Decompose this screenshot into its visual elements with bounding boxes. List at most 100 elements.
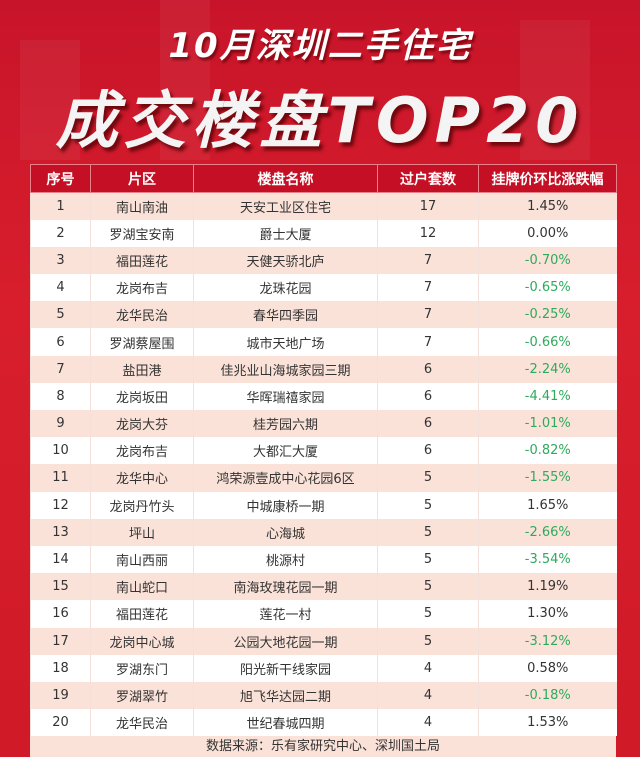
cell-district: 龙岗中心城	[90, 627, 194, 655]
cell-district: 龙岗布吉	[90, 437, 194, 465]
cell-estate: 大都汇大厦	[193, 437, 378, 465]
cell-district: 罗湖蔡屋围	[90, 328, 194, 356]
cell-rank: 6	[30, 328, 91, 356]
table-row: 15 南山蛇口 南海玫瑰花园一期 5 1.19%	[30, 573, 617, 601]
table-row: 7 盐田港 佳兆业山海城家园三期 6 -2.24%	[30, 355, 617, 383]
cell-price-change: 0.00%	[478, 219, 617, 247]
cell-estate: 龙珠花园	[193, 274, 378, 302]
cell-district: 南山西丽	[90, 545, 194, 574]
table-row: 12 龙岗丹竹头 中城康桥一期 5 1.65%	[30, 491, 617, 519]
table-row: 4 龙岗布吉 龙珠花园 7 -0.65%	[30, 274, 617, 302]
background-building	[160, 0, 210, 160]
cell-estate: 心海城	[193, 518, 378, 546]
cell-rank: 2	[30, 219, 91, 247]
cell-estate: 华晖瑞禧家园	[193, 382, 378, 410]
cell-rank: 8	[30, 382, 91, 410]
cell-district: 龙岗大芬	[90, 410, 194, 438]
cell-price-change: 1.45%	[478, 192, 617, 220]
background-building	[20, 40, 80, 160]
table-row: 2 罗湖宝安南 爵士大厦 12 0.00%	[30, 219, 617, 247]
cell-rank: 16	[30, 600, 91, 628]
ranking-table: 序号 片区 楼盘名称 过户套数 挂牌价环比涨跌幅 1 南山南油 天安工业区住宅 17 1…	[30, 164, 617, 737]
cell-rank: 10	[30, 437, 91, 465]
cell-transfers: 5	[377, 464, 479, 492]
cell-rank: 12	[30, 491, 91, 519]
cell-district: 罗湖东门	[90, 654, 194, 682]
cell-transfers: 7	[377, 301, 479, 329]
cell-price-change: 1.65%	[478, 491, 617, 519]
cell-price-change: -1.01%	[478, 410, 617, 438]
cell-transfers: 5	[377, 573, 479, 601]
cell-district: 南山南油	[90, 192, 194, 220]
table-row: 9 龙岗大芬 桂芳园六期 6 -1.01%	[30, 410, 617, 438]
cell-rank: 19	[30, 681, 91, 710]
col-district: 片区	[90, 164, 194, 193]
cell-price-change: -4.41%	[478, 382, 617, 410]
cell-rank: 13	[30, 518, 91, 546]
cell-transfers: 4	[377, 681, 479, 710]
cell-rank: 15	[30, 573, 91, 601]
cell-rank: 9	[30, 410, 91, 438]
col-rank: 序号	[30, 164, 91, 193]
cell-district: 龙岗坂田	[90, 382, 194, 410]
cell-transfers: 6	[377, 410, 479, 438]
cell-transfers: 5	[377, 545, 479, 574]
cell-price-change: 0.58%	[478, 654, 617, 682]
cell-price-change: -0.82%	[478, 437, 617, 465]
col-transfers: 过户套数	[377, 164, 479, 193]
table-row: 5 龙华民治 春华四季园 7 -0.25%	[30, 301, 617, 329]
cell-rank: 17	[30, 627, 91, 655]
cell-price-change: -0.18%	[478, 681, 617, 710]
cell-rank: 18	[30, 654, 91, 682]
cell-estate: 莲花一村	[193, 600, 378, 628]
table-row: 16 福田莲花 莲花一村 5 1.30%	[30, 600, 617, 628]
cell-district: 盐田港	[90, 355, 194, 383]
table-row: 1 南山南油 天安工业区住宅 17 1.45%	[30, 192, 617, 220]
table-row: 18 罗湖东门 阳光新干线家园 4 0.58%	[30, 654, 617, 682]
cell-price-change: -3.54%	[478, 545, 617, 574]
cell-transfers: 4	[377, 709, 479, 737]
cell-estate: 桃源村	[193, 545, 378, 574]
title-line1: 10月深圳二手住宅	[168, 26, 472, 66]
table-row: 11 龙华中心 鸿荣源壹成中心花园6区 5 -1.55%	[30, 464, 617, 492]
table-row: 8 龙岗坂田 华晖瑞禧家园 6 -4.41%	[30, 382, 617, 410]
cell-price-change: -3.12%	[478, 627, 617, 655]
table-row: 20 龙华民治 世纪春城四期 4 1.53%	[30, 709, 617, 737]
table-row: 3 福田莲花 天健天骄北庐 7 -0.70%	[30, 246, 617, 275]
cell-rank: 1	[30, 192, 91, 220]
table-row: 19 罗湖翠竹 旭飞华达园二期 4 -0.18%	[30, 681, 617, 710]
cell-district: 龙岗布吉	[90, 274, 194, 302]
cell-transfers: 5	[377, 518, 479, 546]
cell-rank: 4	[30, 274, 91, 302]
cell-rank: 5	[30, 301, 91, 329]
cell-transfers: 7	[377, 246, 479, 275]
cell-district: 龙华民治	[90, 301, 194, 329]
table-row: 13 坪山 心海城 5 -2.66%	[30, 518, 617, 546]
cell-transfers: 5	[377, 600, 479, 628]
cell-price-change: -0.25%	[478, 301, 617, 329]
cell-estate: 桂芳园六期	[193, 410, 378, 438]
cell-rank: 20	[30, 709, 91, 737]
table-row: 10 龙岗布吉 大都汇大厦 6 -0.82%	[30, 437, 617, 465]
cell-rank: 3	[30, 246, 91, 275]
table-row: 14 南山西丽 桃源村 5 -3.54%	[30, 545, 617, 574]
cell-estate: 天健天骄北庐	[193, 246, 378, 275]
cell-district: 龙岗丹竹头	[90, 491, 194, 519]
cell-estate: 世纪春城四期	[193, 709, 378, 737]
cell-rank: 7	[30, 355, 91, 383]
col-estate: 楼盘名称	[193, 164, 378, 193]
cell-transfers: 6	[377, 382, 479, 410]
cell-transfers: 5	[377, 627, 479, 655]
cell-estate: 南海玫瑰花园一期	[193, 573, 378, 601]
cell-price-change: 1.30%	[478, 600, 617, 628]
cell-price-change: -2.24%	[478, 355, 617, 383]
cell-transfers: 5	[377, 491, 479, 519]
cell-district: 罗湖翠竹	[90, 681, 194, 710]
cell-district: 龙华中心	[90, 464, 194, 492]
cell-district: 福田莲花	[90, 600, 194, 628]
cell-rank: 14	[30, 545, 91, 574]
cell-price-change: -1.55%	[478, 464, 617, 492]
col-price-change: 挂牌价环比涨跌幅	[478, 164, 617, 193]
cell-district: 坪山	[90, 518, 194, 546]
cell-estate: 阳光新干线家园	[193, 654, 378, 682]
